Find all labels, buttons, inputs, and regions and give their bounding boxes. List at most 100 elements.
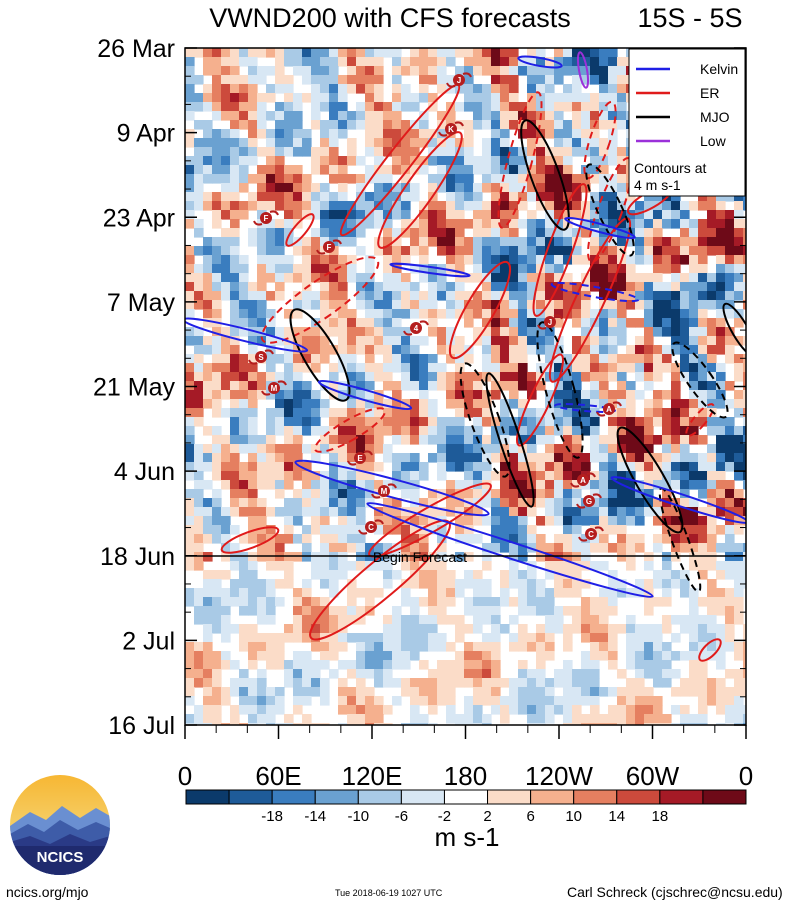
x-tick-label: 180 [444,761,487,791]
mjo-contour [485,372,535,508]
mjo-contour [722,302,746,358]
colorbar-swatch [659,789,704,805]
storm-marker: 4 [403,320,429,336]
ncics-logo: NCICS [10,775,110,875]
chart-title: VWND200 with CFS forecasts [209,3,571,33]
low-contour [576,51,590,89]
colorbar-swatch [702,789,747,805]
kelvin-contour [185,317,309,353]
mjo-contour [671,341,729,419]
storm-marker: J [446,72,472,88]
storm-marker: F [316,239,342,255]
colorbar-tick-label: 2 [483,808,491,825]
x-tick-label: 120W [525,761,593,791]
y-tick-label: 26 Mar [97,35,175,63]
region-label: 15S - 5S [637,3,742,33]
kelvin-contour [564,216,636,240]
colorbar-tick-label: -2 [438,808,451,825]
colorbar-swatch [443,789,489,805]
storm-marker-label: S [258,353,264,362]
colorbar-swatch [487,789,532,805]
y-tick-label: 18 Jun [100,543,175,571]
legend: Kelvin ER MJO Low Contours at 4 m s-1 [628,48,746,197]
storm-marker-label: A [580,476,586,485]
er-contour [698,638,722,662]
storm-marker: E [347,450,373,466]
storm-marker: K [438,121,464,137]
colorbar-tick-label: -18 [261,808,283,825]
storm-marker-label: C [368,523,374,532]
storm-marker: C [358,519,384,535]
footer-author: Carl Schreck (cjschrec@ncsu.edu) [567,884,783,900]
kelvin-contour [554,403,616,413]
storm-marker-label: 4 [414,324,419,333]
x-tick-label: 0 [739,761,753,791]
y-tick-label: 9 Apr [117,120,175,148]
storm-marker: J [537,314,563,330]
legend-label: MJO [700,109,730,125]
mjo-contour [536,321,584,459]
colorbar-swatch [228,789,273,805]
colorbar-tick-label: 18 [652,808,669,825]
y-axis: 26 Mar 9 Apr 23 Apr 7 May 21 May 4 Jun 18 Jun 2… [93,35,746,740]
x-tick-label: 0 [178,761,192,791]
mjo-contour [616,426,684,534]
mjo-contour [520,119,570,231]
storm-marker: G [576,493,602,509]
x-tick-label: 60E [255,761,301,791]
y-tick-label: 7 May [107,289,176,317]
storm-marker-label: F [264,214,269,223]
storm-marker-label: F [327,243,332,252]
colorbar: -18 -14 -10 -6 -2 2 6 10 14 18 [185,789,747,825]
storm-marker-label: M [271,384,278,393]
x-tick-label: 60W [626,761,680,791]
colorbar-tick-label: -6 [395,808,408,825]
storm-marker: S [248,349,274,365]
y-tick-label: 21 May [93,374,175,402]
colorbar-swatch [185,789,230,805]
er-contour [448,260,512,360]
y-tick-label: 2 Jul [122,627,175,655]
colorbar-swatch [400,789,445,805]
kelvin-contour [610,476,746,524]
footer-website[interactable]: ncics.org/mjo [6,884,89,900]
colorbar-tick-label: 10 [565,808,582,825]
legend-note-1: Contours at [634,160,706,176]
legend-note-2: 4 m s-1 [634,177,681,193]
er-contour [685,403,715,437]
storm-marker-label: J [548,318,552,327]
logo-text: NCICS [37,849,84,866]
colorbar-swatch [357,789,402,805]
y-tick-label: 16 Jul [108,712,175,740]
colorbar-swatch [314,789,359,805]
footer-timestamp: Tue 2018-06-19 1027 UTC [335,888,443,898]
storm-marker: C [578,526,604,542]
begin-forecast-label: Begin Forecast [373,549,467,565]
colorbar-tick-label: -10 [347,808,369,825]
legend-label: Kelvin [700,61,738,77]
kelvin-contour [294,459,490,517]
colorbar-swatch [616,789,661,805]
er-contour [260,256,380,344]
storm-marker: A [596,401,622,417]
colorbar-tick-label: -14 [304,808,326,825]
er-contour [497,91,543,229]
storm-marker: M [261,380,287,396]
storm-marker-label: C [588,530,594,539]
x-axis: 0 60E 120E 180 120W 60W 0 [178,725,753,791]
colorbar-tick-label: 6 [526,808,534,825]
storm-marker-label: A [606,405,612,414]
colorbar-unit-label: m s-1 [435,822,500,852]
colorbar-tick-label: 14 [608,808,625,825]
er-contour [377,131,463,249]
colorbar-swatch [573,789,618,805]
er-contour [220,526,280,554]
storm-marker: M [371,483,397,499]
storm-marker-label: G [586,497,592,506]
kelvin-contour [550,281,640,303]
storm-marker: F [253,210,279,226]
storm-marker: A [570,472,596,488]
er-contour [368,482,492,558]
y-tick-label: 4 Jun [114,458,175,486]
